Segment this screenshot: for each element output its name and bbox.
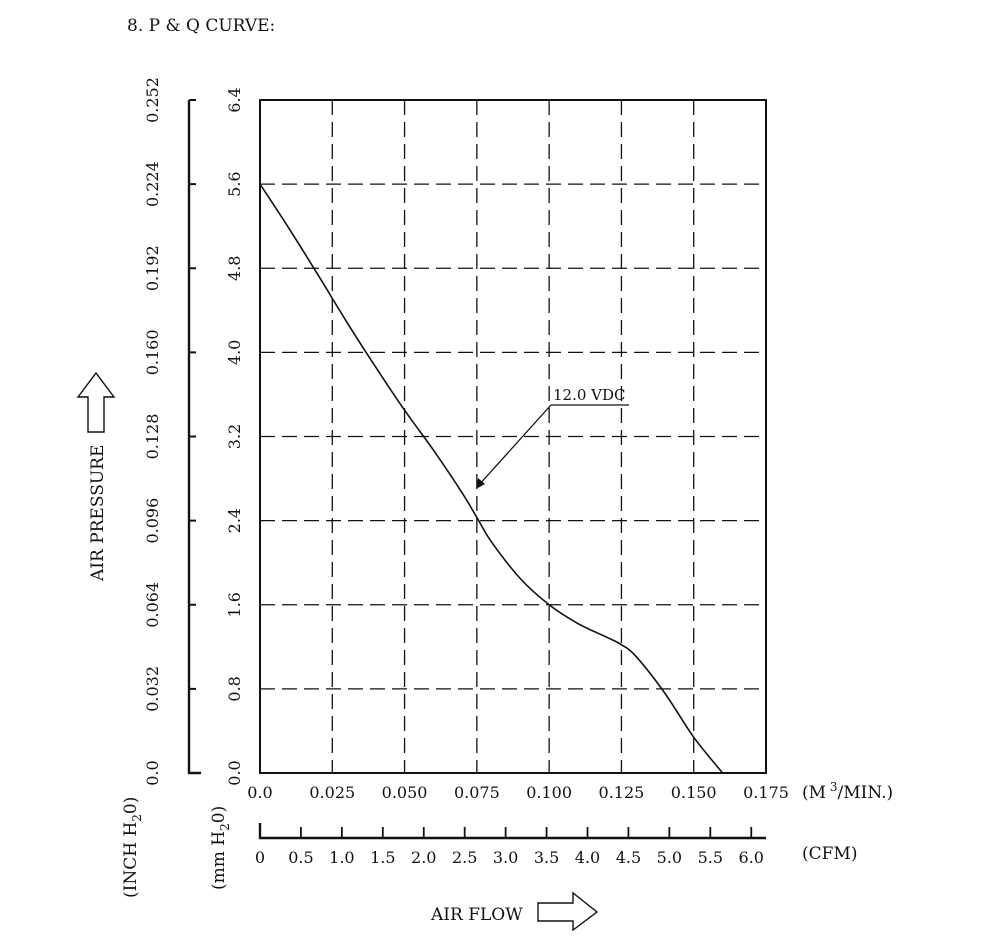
x-tick-label-m3: 0.175 bbox=[743, 783, 789, 802]
x-tick-label-cfm: 2.5 bbox=[452, 848, 477, 867]
y-tick-label-mm: 4.0 bbox=[225, 340, 244, 365]
m3-unit-label: (M 3/MIN.) bbox=[802, 780, 893, 803]
x-tick-label-cfm: 5.5 bbox=[698, 848, 723, 867]
cfm-unit-label: (CFM) bbox=[802, 844, 857, 864]
y-tick-label-inch: 0.252 bbox=[143, 77, 162, 123]
y-tick-label-mm: 4.8 bbox=[225, 256, 244, 281]
y-tick-label-mm: 1.6 bbox=[225, 592, 244, 617]
x-axis-title: AIR FLOW bbox=[430, 905, 523, 925]
x-tick-label-cfm: 4.0 bbox=[575, 848, 600, 867]
series-callout: 12.0 VDC bbox=[476, 386, 629, 489]
y-tick-label-mm: 0.8 bbox=[225, 676, 244, 701]
inch-unit-label: (INCH H20) bbox=[121, 797, 144, 898]
x-tick-label-cfm: 5.0 bbox=[657, 848, 682, 867]
y-tick-label-inch: 0.128 bbox=[143, 414, 162, 460]
arrow-right-icon bbox=[537, 891, 599, 932]
inch-tick-labels: 0.0 0.032 0.064 0.096 0.128 0.160 0.192 0.224 0.… bbox=[143, 77, 162, 786]
page-title: 8. P & Q CURVE: bbox=[127, 16, 275, 36]
x-tick-label-cfm: 3.0 bbox=[493, 848, 518, 867]
y-tick-label-inch: 0.0 bbox=[143, 760, 162, 785]
arrow-up-icon bbox=[76, 371, 116, 433]
y-tick-label-mm: 3.2 bbox=[225, 424, 244, 449]
y-tick-label-mm: 0.0 bbox=[225, 760, 244, 785]
series-label: 12.0 VDC bbox=[553, 386, 626, 404]
x-tick-label-m3: 0.100 bbox=[526, 783, 572, 802]
x-tick-label-m3: 0.050 bbox=[382, 783, 428, 802]
x-tick-label-m3: 0.025 bbox=[309, 783, 355, 802]
x-tick-label-cfm: 0 bbox=[255, 848, 265, 867]
x-tick-label-m3: 0.125 bbox=[599, 783, 645, 802]
y-tick-label-inch: 0.096 bbox=[143, 498, 162, 544]
mm-unit-label: (mm H20) bbox=[209, 806, 232, 890]
mm-tick-labels: 0.0 0.8 1.6 2.4 3.2 4.0 4.8 5.6 6.4 bbox=[225, 87, 244, 785]
y-tick-label-inch: 0.192 bbox=[143, 245, 162, 291]
y-tick-label-inch: 0.224 bbox=[143, 161, 162, 207]
series-line-12vdc bbox=[259, 183, 724, 774]
m3-tick-labels: 0.0 0.025 0.050 0.075 0.100 0.125 0.150 0.175 bbox=[247, 783, 789, 802]
grid bbox=[260, 100, 766, 773]
x-tick-label-m3: 0.075 bbox=[454, 783, 500, 802]
y-tick-label-inch: 0.160 bbox=[143, 329, 162, 375]
y-axis-title: AIR PRESSURE bbox=[88, 445, 108, 582]
x-tick-label-m3: 0.150 bbox=[671, 783, 717, 802]
callout-arrowhead bbox=[476, 478, 485, 489]
y-tick-label-mm: 6.4 bbox=[225, 87, 244, 112]
y-tick-label-inch: 0.032 bbox=[143, 666, 162, 712]
x-tick-label-cfm: 1.0 bbox=[329, 848, 354, 867]
cfm-axis-line bbox=[258, 823, 766, 840]
x-tick-label-cfm: 4.5 bbox=[616, 848, 641, 867]
y-tick-label-mm: 5.6 bbox=[225, 171, 244, 196]
x-tick-label-cfm: 0.5 bbox=[288, 848, 313, 867]
y-tick-label-inch: 0.064 bbox=[143, 582, 162, 628]
x-tick-label-cfm: 2.0 bbox=[411, 848, 436, 867]
x-tick-label-cfm: 6.0 bbox=[739, 848, 764, 867]
x-tick-label-cfm: 1.5 bbox=[370, 848, 395, 867]
callout-leader bbox=[477, 404, 552, 487]
cfm-tick-labels: 0 0.5 1.0 1.5 2.0 2.5 3.0 3.5 4.0 4.5 5.0 5.5 6.0 bbox=[255, 848, 764, 867]
y-tick-label-mm: 2.4 bbox=[225, 508, 244, 533]
plot-frame bbox=[259, 99, 767, 774]
x-tick-label-cfm: 3.5 bbox=[534, 848, 559, 867]
x-tick-label-m3: 0.0 bbox=[247, 783, 272, 802]
